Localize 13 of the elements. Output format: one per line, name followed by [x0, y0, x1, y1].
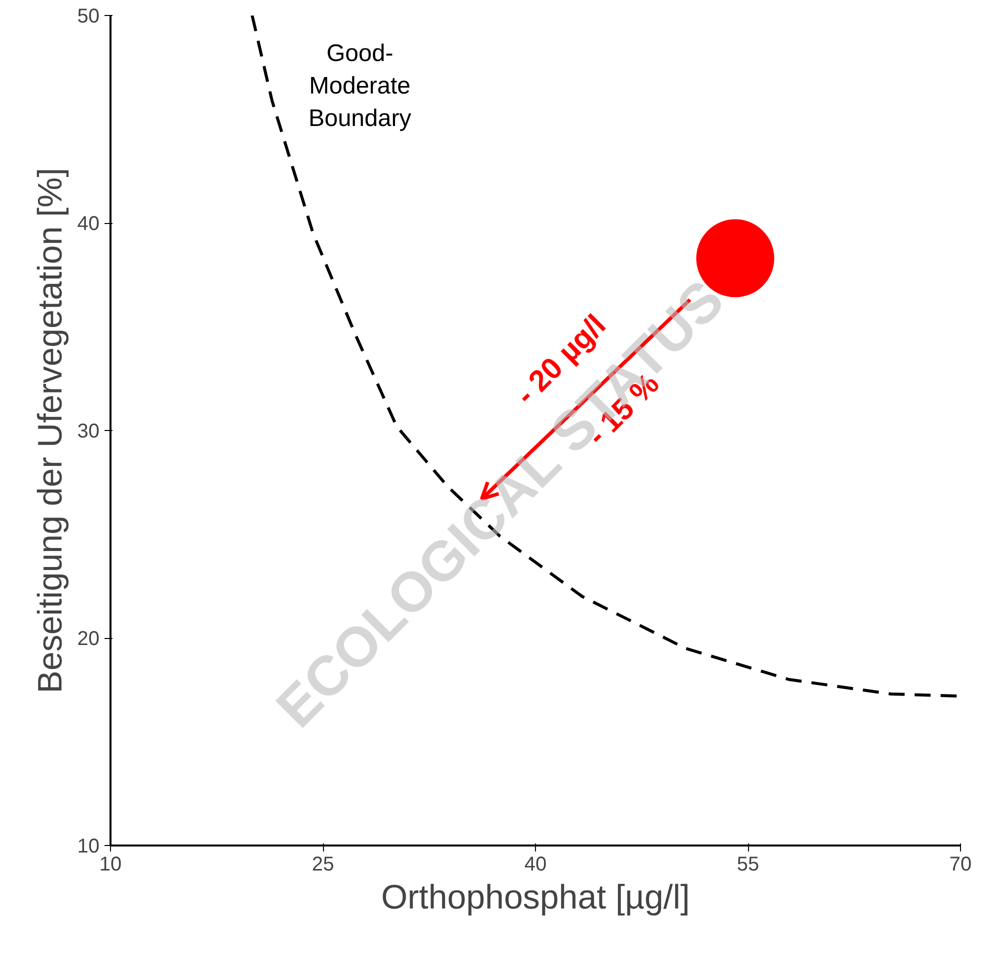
y-tick-label: 10	[77, 836, 100, 858]
annotation: Good- Moderate Boundary	[308, 40, 412, 132]
x-tick-label: 70	[949, 854, 972, 876]
y-axis-title: Beseitigung der Ufervegetation [%]	[31, 168, 70, 694]
y-tick-label: 20	[77, 628, 100, 650]
x-tick-label: 25	[312, 854, 334, 876]
y-tick-label: 50	[77, 6, 100, 28]
x-tick-label: 55	[736, 854, 760, 876]
x-tick-label: 10	[99, 854, 122, 876]
y-tick-label: 40	[77, 213, 100, 235]
x-tick-label: 40	[524, 854, 547, 876]
x-axis-title: Orthophosphat [µg/l]	[381, 878, 690, 916]
y-tick-label: 30	[77, 420, 100, 442]
